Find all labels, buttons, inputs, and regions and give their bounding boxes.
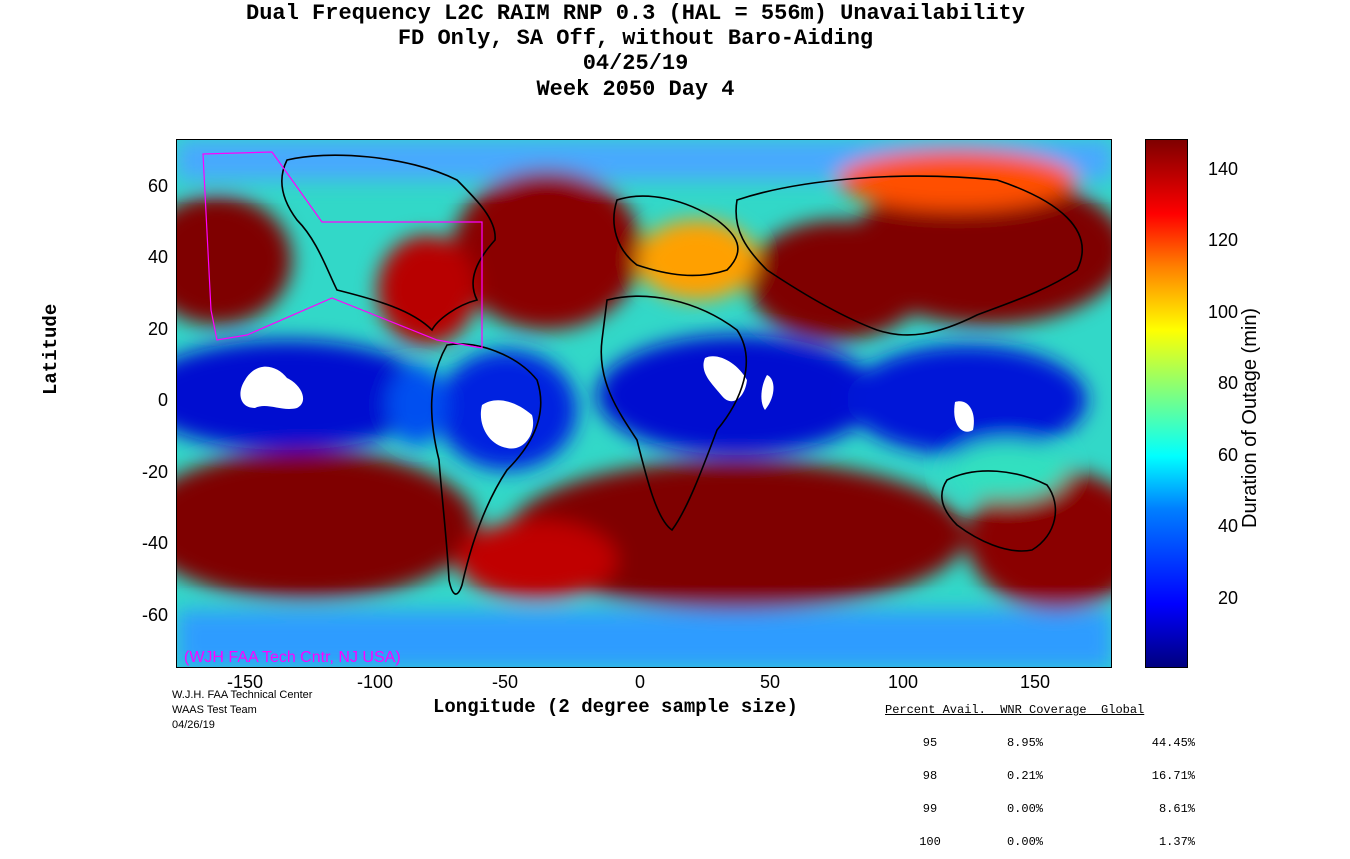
colorbar-tick-label: 20 bbox=[1217, 588, 1238, 608]
outage-map bbox=[176, 139, 1112, 668]
chart-date: 04/25/19 bbox=[582, 51, 689, 76]
stats-global: 44.45% bbox=[1151, 736, 1195, 750]
colorbar-tick-label: 100 bbox=[1207, 302, 1238, 322]
chart-subtitle: FD Only, SA Off, without Baro-Aiding bbox=[397, 26, 874, 51]
y-tick-label: 40 bbox=[147, 247, 168, 267]
credit-org: W.J.H. FAA Technical Center bbox=[172, 689, 313, 701]
colorbar-tick-label: 140 bbox=[1207, 159, 1238, 179]
chart-title: Dual Frequency L2C RAIM RNP 0.3 (HAL = 5… bbox=[246, 1, 1025, 26]
stats-wnr: 0.21% bbox=[1006, 769, 1043, 783]
stats-global: 16.71% bbox=[1151, 769, 1195, 783]
y-tick-label: -40 bbox=[141, 533, 168, 553]
stats-avail: 95 bbox=[922, 736, 938, 750]
stats-wnr: 0.00% bbox=[1006, 802, 1043, 816]
y-tick-label: 60 bbox=[147, 176, 168, 196]
x-tick-label: -50 bbox=[491, 672, 518, 692]
colorbar-tick-label: 60 bbox=[1217, 445, 1238, 465]
chart-week: Week 2050 Day 4 bbox=[536, 77, 735, 102]
y-tick-label: -20 bbox=[141, 462, 168, 482]
x-tick-label: -100 bbox=[356, 672, 394, 692]
colorbar-label: Duration of Outage (min) bbox=[1239, 307, 1261, 528]
x-tick-label: 150 bbox=[1019, 672, 1051, 692]
stats-header: Percent Avail. WNR Coverage Global bbox=[885, 703, 1145, 717]
stats-row: 98 0.21% 16.71% bbox=[885, 769, 1195, 783]
watermark: (WJH FAA Tech Cntr, NJ USA) bbox=[184, 649, 401, 666]
stats-avail: 98 bbox=[922, 769, 938, 783]
stats-avail: 100 bbox=[919, 835, 941, 849]
y-tick-label: 0 bbox=[157, 390, 168, 410]
y-tick-label: -60 bbox=[141, 605, 168, 625]
colorbar-tick-label: 40 bbox=[1217, 516, 1238, 536]
stats-wnr: 0.00% bbox=[1006, 835, 1043, 849]
x-tick-label: 50 bbox=[759, 672, 781, 692]
x-axis-label: Longitude (2 degree sample size) bbox=[433, 696, 798, 718]
stats-row: 100 0.00% 1.37% bbox=[885, 835, 1195, 849]
colorbar-tick-label: 120 bbox=[1207, 230, 1238, 250]
y-tick-label: 20 bbox=[147, 319, 168, 339]
credit-team: WAAS Test Team bbox=[172, 704, 257, 716]
colorbar bbox=[1145, 139, 1188, 668]
stats-avail: 99 bbox=[922, 802, 938, 816]
x-tick-label: 100 bbox=[887, 672, 919, 692]
stats-row: 99 0.00% 8.61% bbox=[885, 802, 1195, 816]
outage-heatmap bbox=[177, 140, 1111, 667]
credit-block: W.J.H. FAA Technical Center WAAS Test Te… bbox=[172, 688, 312, 733]
x-tick-label: -150 bbox=[226, 672, 264, 692]
stats-row: 95 8.95% 44.45% bbox=[885, 736, 1195, 750]
colorbar-tick-label: 80 bbox=[1217, 373, 1238, 393]
stats-wnr: 8.95% bbox=[1006, 736, 1043, 750]
coverage-stats: Percent Avail. WNR Coverage Global 95 8.9… bbox=[885, 683, 1195, 859]
stats-global: 8.61% bbox=[1158, 802, 1195, 816]
y-axis-label: Latitude bbox=[40, 303, 62, 395]
credit-date: 04/26/19 bbox=[172, 719, 215, 731]
x-tick-label: 0 bbox=[634, 672, 645, 692]
stats-global: 1.37% bbox=[1158, 835, 1195, 849]
